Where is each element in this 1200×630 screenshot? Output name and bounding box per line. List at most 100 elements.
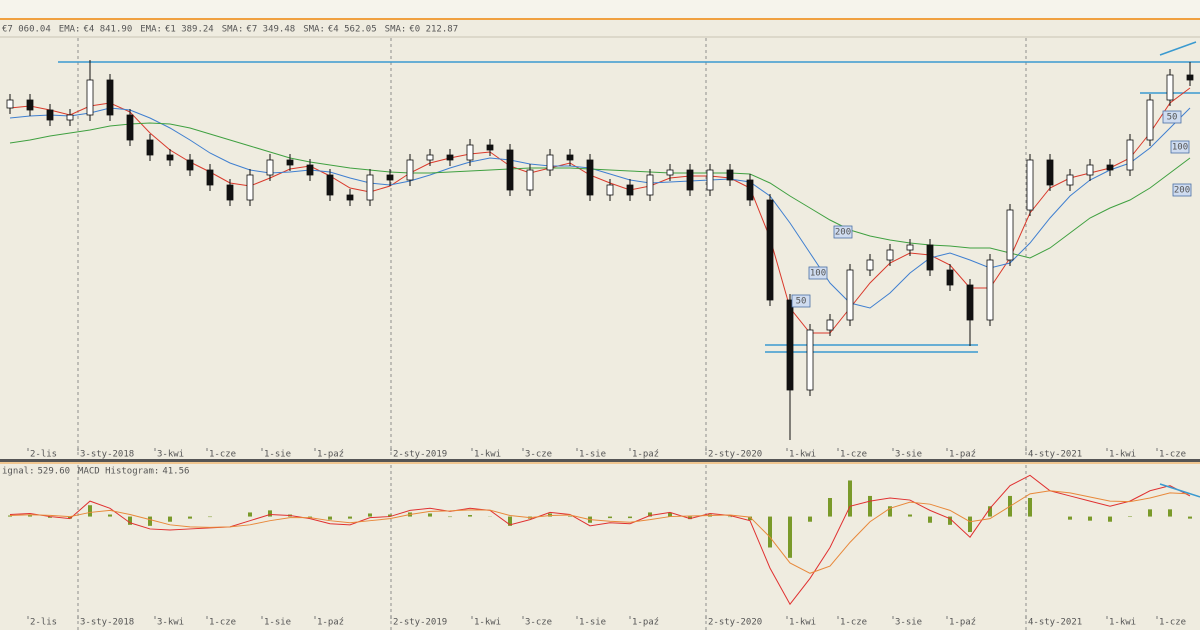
candle-body xyxy=(1066,174,1074,186)
indicator-value: €4 841.90 xyxy=(83,25,132,35)
histogram-bar xyxy=(308,516,312,518)
histogram-bar xyxy=(928,516,932,523)
candle-body xyxy=(966,284,974,321)
candle-body xyxy=(126,114,134,141)
x-tick-label: 4-sty-2021 xyxy=(1028,618,1082,628)
candle-body xyxy=(186,159,194,171)
macd-line xyxy=(9,474,1191,606)
macd-pane: ignal: 529.60 MACD Histogram: 41.56 2-lis 3-s… xyxy=(2,465,1200,630)
candle-body xyxy=(706,169,714,191)
candle-body xyxy=(726,169,734,181)
x-tick-label: 1-cze xyxy=(1159,450,1186,460)
histogram-bar xyxy=(688,516,692,520)
candle-body xyxy=(786,299,794,391)
histogram-bar xyxy=(888,506,892,517)
x-tick-label: 2-sty-2019 xyxy=(393,618,447,628)
histogram-bar xyxy=(988,506,992,517)
ma-label: 200 xyxy=(1174,186,1190,196)
candle-body xyxy=(246,174,254,201)
candle-body xyxy=(426,154,434,161)
candle-body xyxy=(346,194,354,201)
histogram-bar xyxy=(628,516,632,519)
candle-body xyxy=(166,154,174,161)
indicator-name: ignal: xyxy=(2,467,35,477)
indicator-value: €7 060.04 xyxy=(2,25,51,35)
histogram-bar xyxy=(168,516,172,522)
indicator-name: MACD Histogram: xyxy=(78,467,159,477)
trend-line xyxy=(1159,483,1200,498)
histogram-bar xyxy=(1068,516,1072,520)
ma-label-box xyxy=(791,294,811,308)
x-tick-label: 3-sty-2018 xyxy=(80,450,134,460)
candle-body xyxy=(266,159,274,176)
x-tick-label: 2-lis xyxy=(30,450,57,460)
x-tick-label: 1-cze xyxy=(1159,618,1186,628)
histogram-bar xyxy=(948,516,952,525)
histogram-bar xyxy=(848,480,852,517)
x-tick-label: 2-sty-2020 xyxy=(708,618,762,628)
candle-body xyxy=(66,114,74,121)
indicator-name: EMA: xyxy=(59,25,81,35)
candle-body xyxy=(666,169,674,176)
x-tick-label: 1-paź xyxy=(949,450,976,460)
candle-body xyxy=(926,244,934,271)
indicator-value: €7 349.48 xyxy=(246,25,295,35)
candle-body xyxy=(1026,159,1034,211)
ma-label: 50 xyxy=(1167,113,1178,123)
candle-body xyxy=(306,164,314,176)
candle-body xyxy=(146,139,154,156)
candle-body xyxy=(466,144,474,161)
ma-label: 50 xyxy=(796,297,807,307)
indicator-name: SMA: xyxy=(222,25,244,35)
candle-body xyxy=(506,149,514,191)
x-tick-label: 3-sie xyxy=(895,618,922,628)
candle-body xyxy=(566,154,574,161)
histogram-bar xyxy=(1028,498,1032,517)
histogram-bar xyxy=(188,516,192,519)
candle-body xyxy=(606,184,614,196)
histogram-bar xyxy=(128,516,132,525)
x-tick-label: 1-cze xyxy=(840,450,867,460)
histogram-bar xyxy=(1128,516,1132,517)
histogram-bar xyxy=(448,516,452,518)
price-pane: €7 060.04 EMA: €4 841.90 EMA: €1 389.24 SMA: €… xyxy=(2,25,1200,460)
candle-body xyxy=(826,319,834,331)
candle-body xyxy=(906,244,914,251)
x-tick-label: 3-cze xyxy=(525,618,552,628)
ma-label-box xyxy=(1170,140,1190,154)
x-tick-label: 2-sty-2020 xyxy=(708,450,762,460)
ma-label-box xyxy=(833,225,853,239)
candle-body xyxy=(986,259,994,321)
histogram-bar xyxy=(908,514,912,517)
histogram-bar xyxy=(28,515,32,517)
histogram-bar xyxy=(148,516,152,526)
histogram-bar xyxy=(968,516,972,533)
candle-body xyxy=(46,109,54,121)
x-tick-label: 1-kwi xyxy=(474,450,501,460)
indicator-value: €0 212.87 xyxy=(409,25,458,35)
candle-body xyxy=(386,174,394,181)
indicator-name: SMA: xyxy=(385,25,407,35)
x-tick-label: 1-paź xyxy=(317,618,344,628)
histogram-bar xyxy=(768,516,772,548)
indicator-value: €1 389.24 xyxy=(165,25,214,35)
candle-body xyxy=(286,159,294,166)
x-tick-label: 1-paź xyxy=(317,450,344,460)
histogram-bar xyxy=(368,513,372,517)
candle-body xyxy=(766,199,774,301)
x-tick-label: 3-sie xyxy=(895,450,922,460)
x-tick-label: 1-kwi xyxy=(1109,618,1136,628)
histogram-bar xyxy=(728,516,732,518)
ma-label-box xyxy=(808,266,828,280)
histogram-bar xyxy=(1188,516,1192,519)
candle-body xyxy=(326,174,334,196)
candle-body xyxy=(1086,164,1094,176)
ma-label-box xyxy=(1162,110,1182,124)
x-tick-label: 3-kwi xyxy=(157,450,184,460)
histogram-bar xyxy=(348,516,352,519)
candle-body xyxy=(806,329,814,391)
candle-body xyxy=(406,159,414,181)
candle-body xyxy=(746,179,754,201)
x-tick-label: 1-kwi xyxy=(789,450,816,460)
